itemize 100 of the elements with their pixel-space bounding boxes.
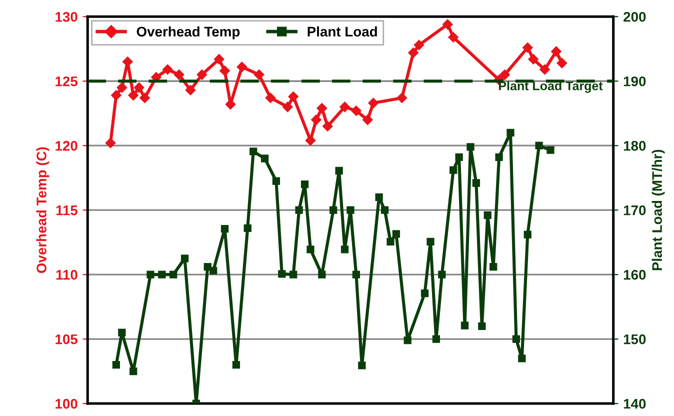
y-tick-label: 105 — [56, 334, 78, 344]
point — [556, 58, 568, 68]
y-tick-label: 125 — [56, 76, 78, 86]
point — [295, 206, 303, 214]
point — [512, 335, 520, 343]
point — [220, 224, 229, 233]
y2-tick-label: 170 — [624, 205, 646, 216]
point — [528, 54, 538, 64]
y2-tick-label: 140 — [624, 398, 646, 409]
point — [196, 70, 208, 80]
point — [272, 177, 280, 185]
ref-line-label: Plant Load Target — [499, 81, 603, 93]
point — [484, 211, 492, 220]
y-tick-label: 100 — [56, 398, 78, 409]
point — [495, 153, 503, 162]
point — [260, 154, 269, 162]
point — [340, 102, 350, 112]
point — [490, 263, 498, 271]
point — [322, 121, 333, 132]
y2-tick-label: 180 — [624, 140, 646, 151]
y-axis-title: Overhead Temp (C) — [36, 147, 50, 274]
point — [362, 114, 373, 125]
point — [448, 32, 458, 42]
point — [346, 206, 354, 214]
point — [105, 138, 116, 148]
point — [546, 146, 554, 154]
point — [282, 102, 293, 112]
point — [386, 238, 394, 246]
y2-tick-label: 150 — [624, 334, 646, 344]
point — [450, 166, 458, 174]
point — [358, 362, 366, 370]
point — [392, 230, 400, 238]
point — [472, 179, 480, 187]
point — [414, 40, 424, 50]
point — [340, 246, 349, 254]
point — [368, 98, 378, 108]
point — [214, 54, 224, 64]
point — [375, 193, 383, 202]
point — [426, 238, 434, 246]
point — [116, 82, 128, 93]
point — [278, 270, 286, 278]
point — [330, 206, 338, 214]
point — [432, 335, 440, 343]
point — [220, 66, 230, 76]
point — [111, 90, 122, 100]
point — [478, 322, 486, 330]
point — [140, 92, 150, 103]
point — [158, 270, 166, 278]
legend-label: Overhead Temp — [136, 26, 240, 40]
point — [420, 289, 429, 298]
point — [460, 322, 469, 330]
point — [466, 143, 474, 151]
point — [250, 148, 258, 156]
point — [551, 46, 562, 57]
point — [305, 135, 316, 146]
y-tick-label: 120 — [56, 140, 78, 151]
point — [180, 254, 189, 262]
point — [134, 82, 144, 93]
point — [351, 106, 362, 116]
point — [404, 336, 412, 344]
point — [506, 128, 514, 137]
point — [408, 48, 418, 58]
point — [540, 64, 550, 75]
point — [396, 92, 408, 103]
point — [118, 328, 126, 336]
y-tick-label: 130 — [56, 12, 78, 22]
point — [524, 230, 532, 238]
point — [146, 270, 154, 278]
point — [535, 142, 543, 150]
point — [130, 367, 138, 376]
point — [185, 85, 196, 96]
point — [318, 270, 326, 278]
point — [232, 361, 240, 369]
point — [442, 19, 453, 30]
point — [438, 270, 446, 278]
point — [254, 70, 264, 80]
point — [300, 180, 309, 188]
y2-tick-label: 200 — [624, 12, 646, 22]
point — [162, 64, 173, 75]
y-tick-label: 110 — [56, 270, 78, 280]
legend-label: Plant Load — [308, 26, 377, 37]
point — [518, 354, 526, 362]
y-tick-label: 115 — [56, 206, 78, 216]
point — [316, 103, 328, 114]
point — [265, 92, 276, 103]
point — [112, 361, 120, 369]
point — [352, 270, 360, 278]
point — [311, 114, 322, 125]
point — [244, 224, 252, 232]
y2-tick-label: 160 — [624, 270, 646, 280]
point — [455, 153, 463, 162]
point — [306, 246, 314, 254]
point — [210, 266, 218, 275]
point — [128, 90, 138, 100]
point — [174, 70, 184, 80]
point — [335, 166, 343, 175]
y2-axis-title: Plant Load (MT/hr) — [652, 150, 665, 270]
point — [522, 42, 533, 53]
point — [170, 270, 178, 278]
point — [290, 270, 298, 278]
